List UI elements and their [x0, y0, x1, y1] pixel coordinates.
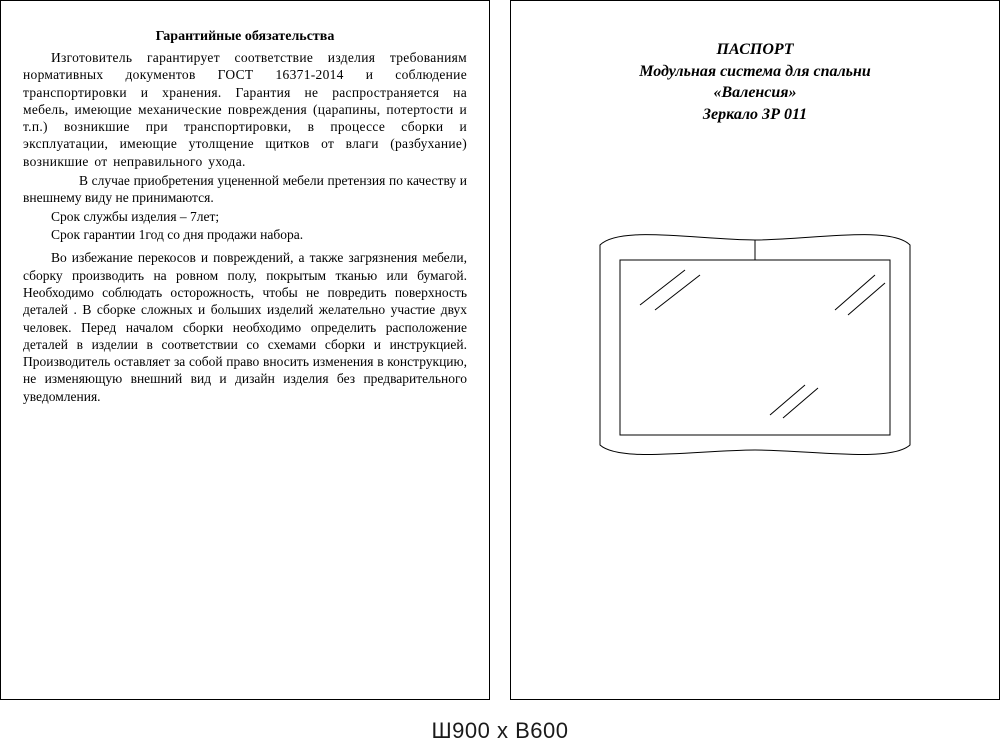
assembly-notes: Во избежание перекосов и повреждений, а … — [23, 249, 467, 404]
warranty-term-line: Срок гарантии 1год со дня продажи набора… — [23, 226, 467, 244]
passport-item: Зеркало ЗР 011 — [533, 104, 977, 126]
warranty-title: Гарантийные обязательства — [23, 29, 467, 45]
warranty-p2: В случае приобретения уцененной мебели п… — [23, 172, 467, 207]
passport-subtitle: Модульная система для спальни — [533, 61, 977, 83]
warranty-page: Гарантийные обязательства Изготовитель г… — [0, 0, 490, 700]
service-life-line: Срок службы изделия – 7лет; — [23, 208, 467, 226]
passport-header: ПАСПОРТ Модульная система для спальни «В… — [533, 39, 977, 125]
passport-model-name: «Валенсия» — [533, 82, 977, 104]
passport-page: ПАСПОРТ Модульная система для спальни «В… — [510, 0, 1000, 700]
passport-title: ПАСПОРТ — [533, 39, 977, 61]
warranty-p1: Изготовитель гарантирует соответствие из… — [23, 49, 467, 170]
dimensions-label: Ш900 х В600 — [0, 718, 1000, 744]
mirror-drawing — [580, 215, 930, 475]
